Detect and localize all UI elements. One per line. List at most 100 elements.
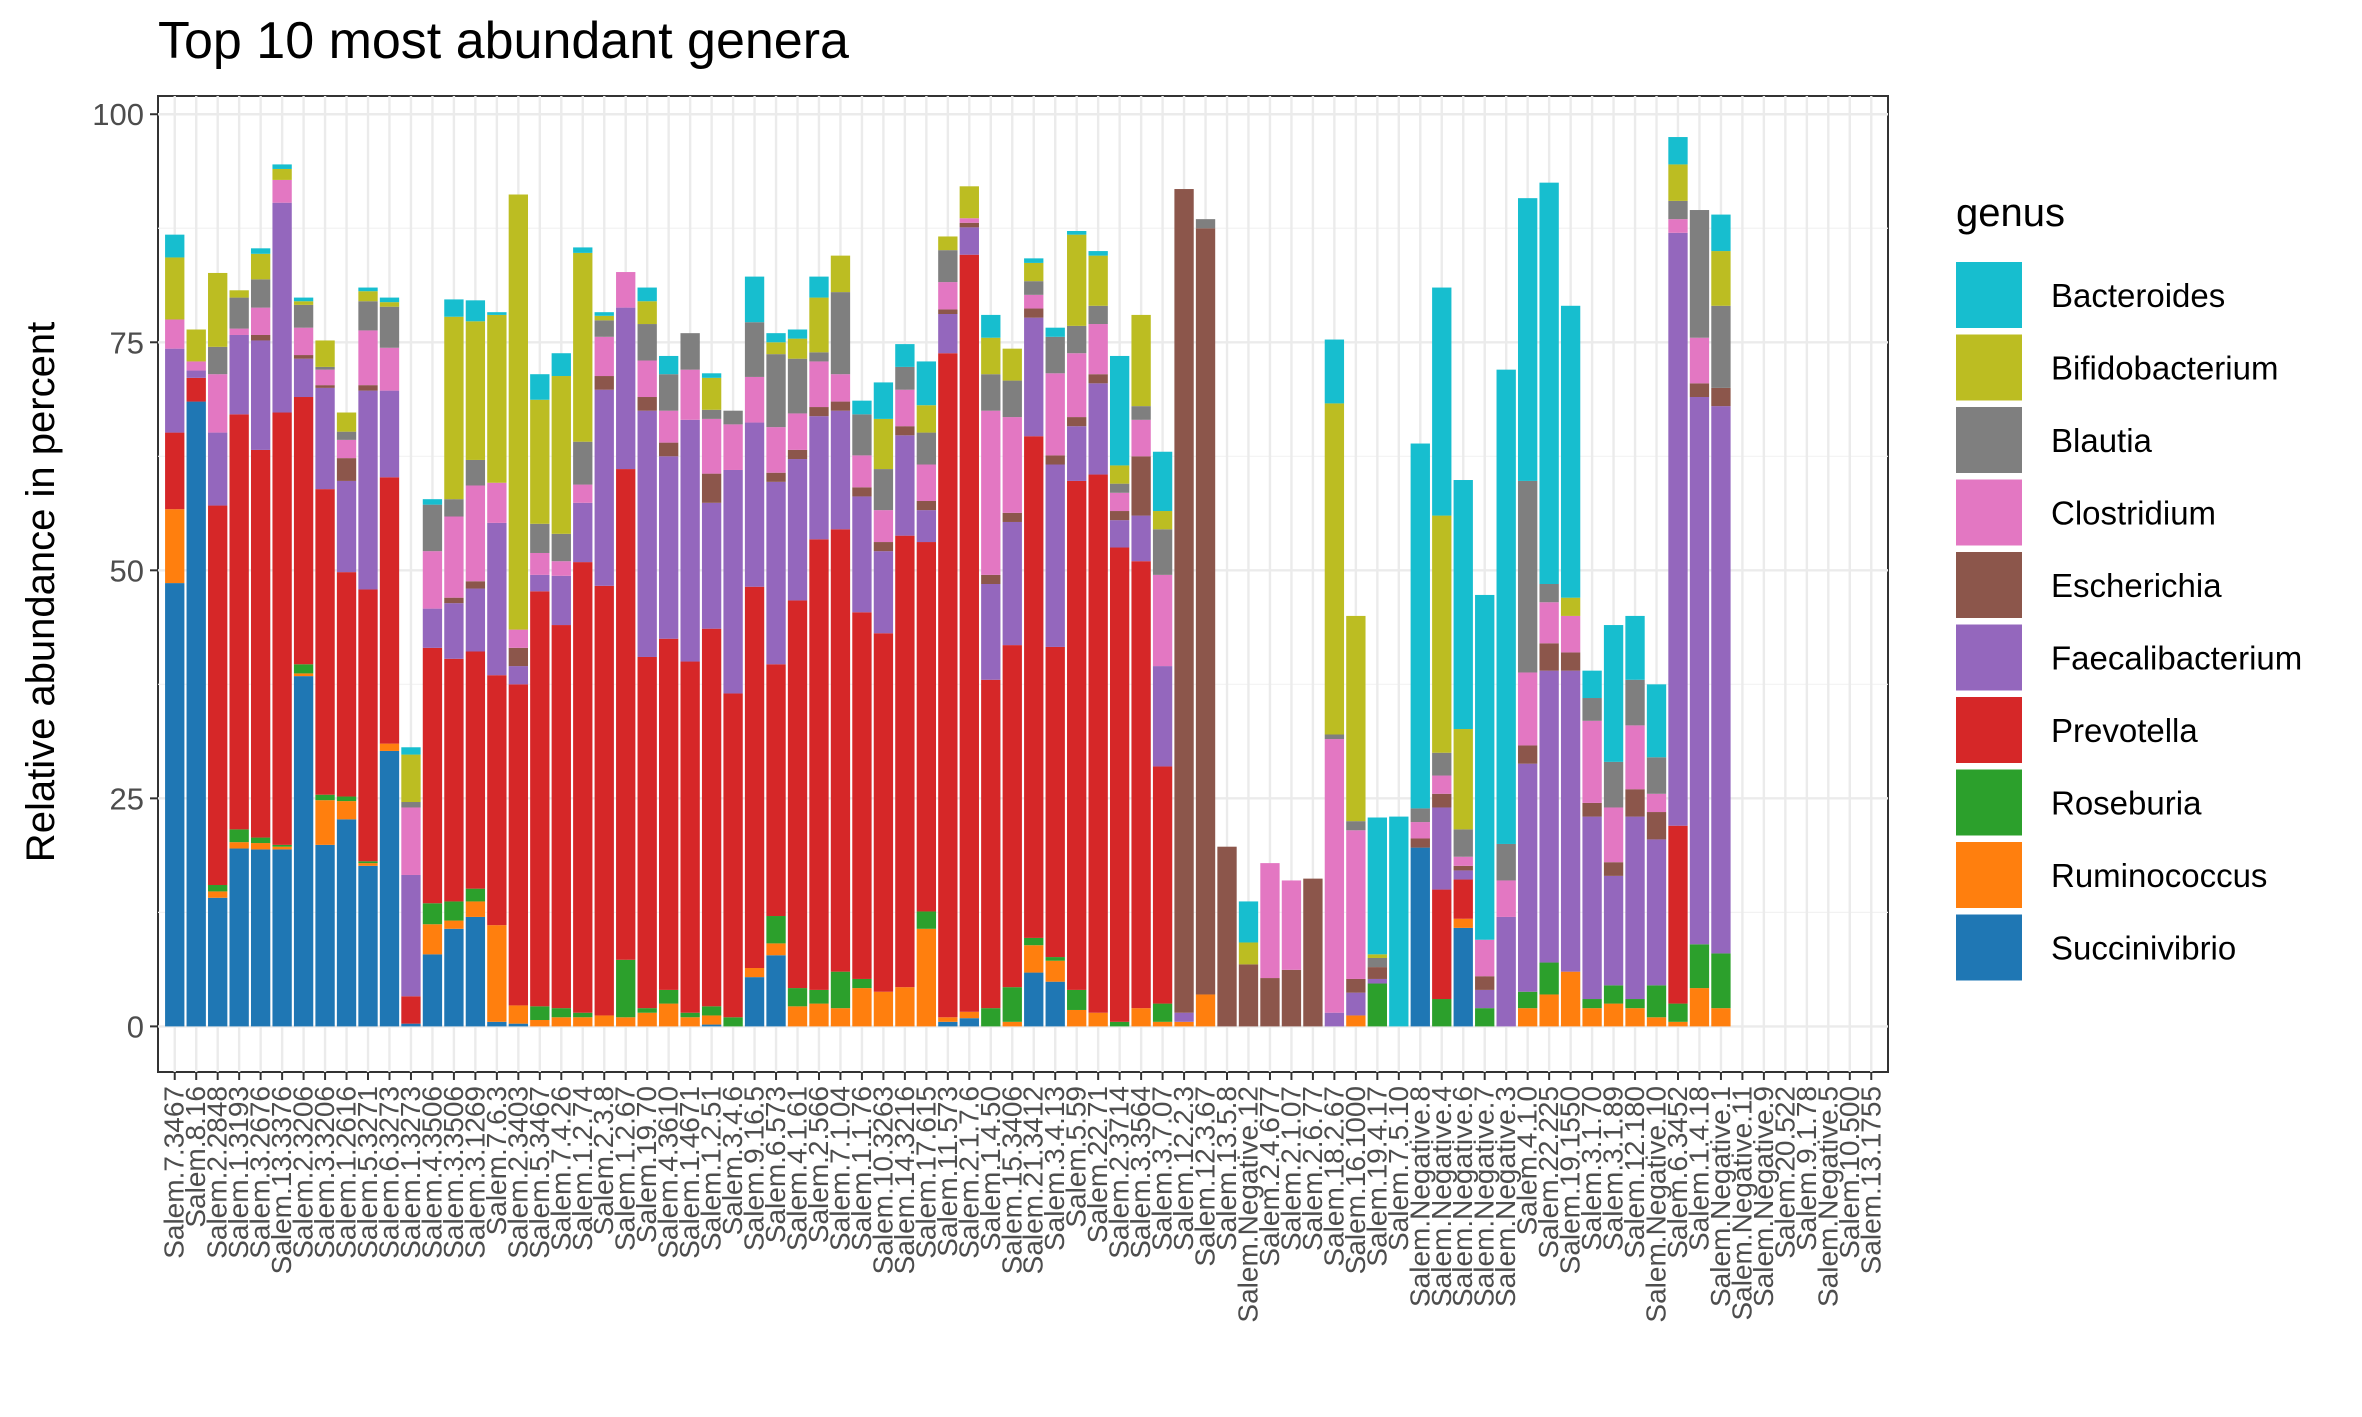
bar-segment (916, 911, 937, 929)
x-tick-label: Salem.Negative.12 (1232, 1086, 1263, 1323)
bar-segment (680, 1012, 700, 1018)
bar-segment (1045, 957, 1065, 961)
bar-segment (487, 675, 507, 926)
bar-segment (594, 312, 614, 316)
bar-stack (1539, 182, 1559, 1027)
bar-stack (165, 234, 185, 1027)
x-tick-label: Salem.12.3.67 (1190, 1086, 1221, 1267)
bar-segment (1045, 327, 1065, 337)
bar-segment (1324, 339, 1345, 404)
bar-stack (1303, 878, 1323, 1027)
bar-segment (1152, 529, 1173, 575)
bar-segment (186, 370, 206, 378)
bar-stack (1560, 305, 1581, 1027)
bar-stack (744, 276, 765, 1027)
bar-segment (766, 916, 786, 944)
bar-segment (1603, 875, 1624, 986)
bar-segment (701, 377, 722, 410)
bar-segment (1432, 793, 1452, 808)
bar-segment (1346, 830, 1366, 979)
x-tick-label: Salem.3.7.07 (1147, 1086, 1178, 1251)
bar-segment (916, 405, 937, 433)
bar-segment (379, 743, 400, 751)
legend-label: Succinivibrio (2051, 930, 2236, 967)
x-tick-label: Salem.18.2.67 (1318, 1086, 1349, 1267)
bar-segment (272, 849, 292, 1027)
bar-segment (379, 347, 400, 391)
bar-segment (315, 366, 335, 370)
bar-segment (658, 442, 679, 457)
bar-segment (1496, 843, 1516, 881)
bar-stack (573, 247, 593, 1027)
bar-segment (1453, 729, 1473, 830)
legend-swatch (1956, 697, 2022, 763)
bar-segment (1152, 666, 1173, 767)
bar-segment (250, 837, 271, 844)
bar-segment (1389, 816, 1409, 1027)
bar-segment (1625, 1008, 1645, 1027)
bar-segment (744, 322, 765, 377)
bar-segment (1131, 456, 1151, 516)
bar-segment (658, 456, 679, 639)
x-tick-label: Salem.2.3206 (288, 1086, 319, 1259)
bar-segment (959, 227, 979, 255)
bar-segment (293, 327, 314, 356)
bar-segment (293, 664, 314, 674)
bar-stack (981, 314, 1001, 1027)
bar-segment (1002, 1021, 1022, 1027)
bar-segment (1453, 480, 1473, 730)
bar-segment (573, 1017, 593, 1027)
bar-segment (1131, 1008, 1151, 1027)
y-tick-label: 50 (110, 553, 144, 588)
bar-stack (487, 312, 507, 1027)
bar-segment (1346, 615, 1366, 822)
bar-stack (1475, 594, 1495, 1027)
bar-segment (766, 354, 786, 428)
bar-segment (1067, 1009, 1087, 1027)
bar-segment (465, 581, 486, 589)
bar-segment (1131, 314, 1151, 407)
bar-segment (1603, 807, 1624, 863)
x-tick-label: Salem.15.3406 (996, 1086, 1027, 1274)
bar-segment (809, 276, 829, 298)
x-tick-label: Salem.3.1.70 (1576, 1086, 1607, 1251)
bar-segment (1152, 1021, 1173, 1027)
bar-segment (1625, 999, 1645, 1009)
y-tick-label: 100 (92, 97, 144, 132)
bar-segment (852, 487, 872, 497)
bar-segment (1668, 1021, 1688, 1027)
bar-segment (208, 891, 228, 898)
bar-segment (358, 301, 378, 331)
bar-segment (895, 426, 915, 436)
bar-stack (358, 287, 378, 1027)
bar-segment (680, 661, 700, 1013)
bar-segment (637, 1012, 657, 1027)
bar-segment (573, 1012, 593, 1018)
bar-segment (1539, 182, 1559, 584)
chart-title: Top 10 most abundant genera (158, 12, 849, 70)
bar-segment (658, 1003, 679, 1027)
bar-segment (1625, 789, 1645, 817)
bar-stack (1238, 901, 1259, 1027)
bar-segment (981, 679, 1001, 1009)
x-tick-label: Salem.Negative.5 (1812, 1086, 1843, 1307)
bar-segment (336, 801, 357, 820)
bar-segment (422, 924, 443, 955)
bar-stack (1260, 863, 1280, 1027)
bar-segment (530, 1006, 550, 1021)
x-tick-label: Salem.1.2.74 (567, 1086, 598, 1251)
x-tick-label: Salem.2.1.07 (1275, 1086, 1306, 1251)
bar-segment (744, 968, 765, 978)
x-tick-label: Salem.6.573 (760, 1086, 791, 1243)
bar-segment (1024, 262, 1044, 282)
bar-segment (1603, 625, 1624, 762)
bar-segment (1260, 978, 1280, 1027)
bar-segment (293, 297, 314, 302)
bar-segment (229, 848, 249, 1027)
x-tick-label: Salem.5.59 (1061, 1086, 1092, 1228)
bar-segment (1109, 1021, 1130, 1027)
bar-segment (1281, 880, 1302, 970)
bar-segment (1711, 953, 1731, 1009)
bar-segment (1045, 960, 1065, 982)
